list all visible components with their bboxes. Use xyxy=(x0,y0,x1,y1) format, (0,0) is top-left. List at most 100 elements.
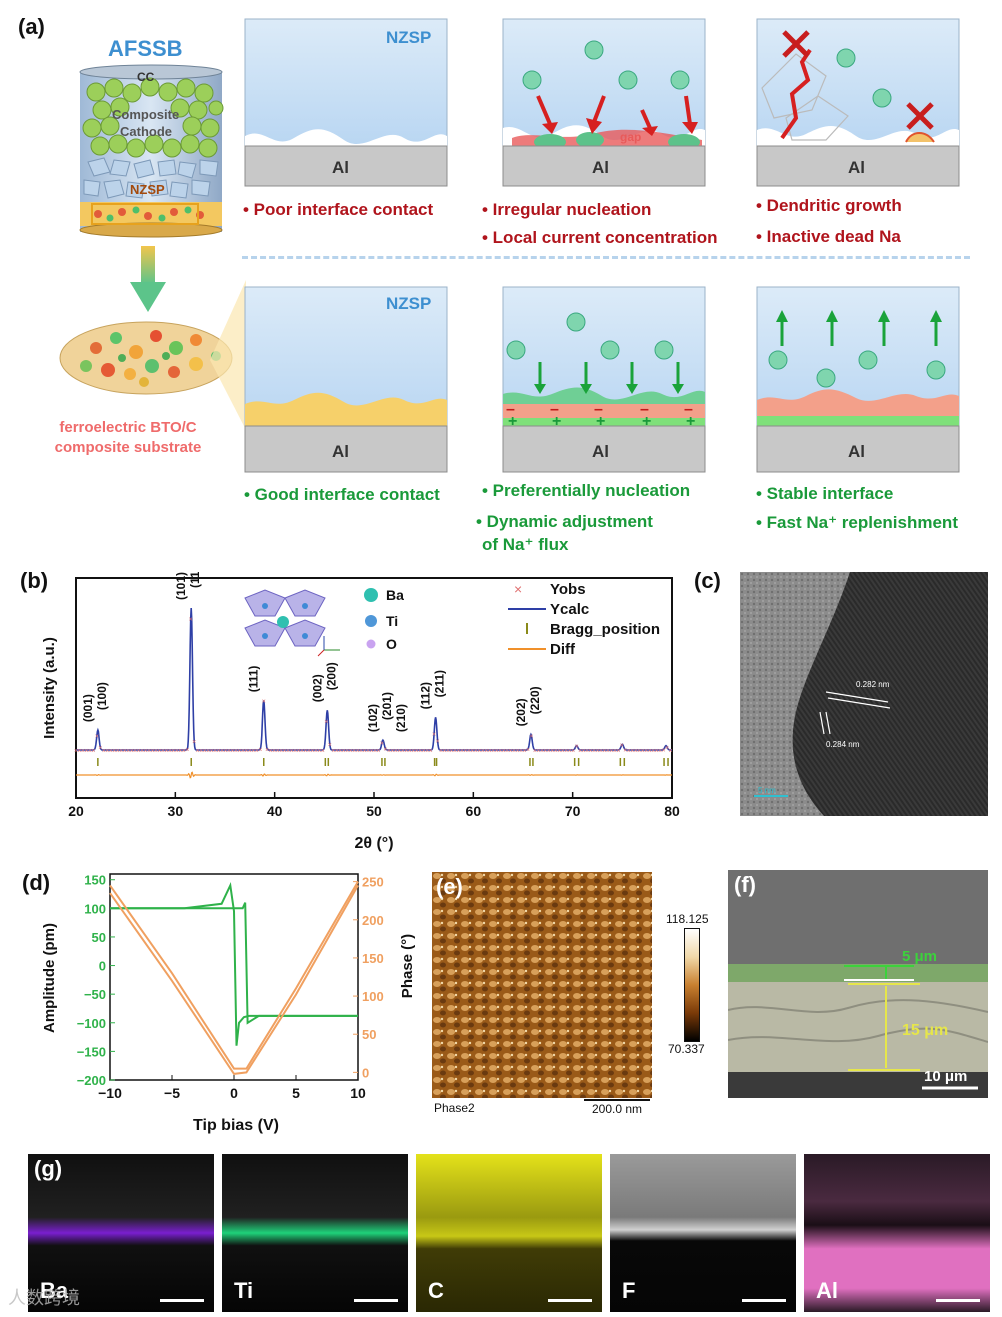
pfm-ytick-label: −200 xyxy=(77,1073,106,1088)
caption-dead-na: • Inactive dead Na xyxy=(756,227,901,246)
xrd-yobs-point: × xyxy=(449,748,453,755)
svg-text:+: + xyxy=(642,413,651,430)
xrd-yobs-point: × xyxy=(401,748,405,755)
battery-cylinder xyxy=(79,64,224,238)
afm-scale: 200.0 nm xyxy=(592,1102,643,1116)
xrd-yobs-point: × xyxy=(213,748,217,755)
xrd-yobs-point: × xyxy=(554,748,558,755)
xrd-yobs-point: × xyxy=(345,748,349,755)
xrd-yobs-point: × xyxy=(335,748,339,755)
xrd-yobs-point: × xyxy=(88,748,92,755)
caption-dendritic-growth: • Dendritic growth xyxy=(756,196,902,215)
xrd-yobs-point: × xyxy=(262,698,266,705)
xrd-yobs-point: × xyxy=(575,744,579,751)
xrd-yobs-point: × xyxy=(623,748,627,755)
xrd-yobs-point: × xyxy=(446,748,450,755)
xrd-yobs-point: × xyxy=(303,748,307,755)
xrd-yobs-point: × xyxy=(81,748,85,755)
pfm-ytick-label: 0 xyxy=(99,959,106,974)
svg-text:–: – xyxy=(550,401,559,418)
eds-map-ti: Ti xyxy=(222,1154,408,1312)
xrd-yobs-point: × xyxy=(143,748,147,755)
xrd-yobs-point: × xyxy=(265,747,269,754)
caption-dynamic-adjustment: • Dynamic adjustment xyxy=(476,512,653,531)
xrd-diff-line xyxy=(76,771,672,779)
xrd-yobs-point: × xyxy=(442,748,446,755)
cbar-min: 70.337 xyxy=(668,1042,705,1056)
xrd-yobs-point: × xyxy=(373,748,377,755)
caption-fast-replenishment: • Fast Na⁺ replenishment xyxy=(756,513,958,532)
xrd-yobs-point: × xyxy=(130,748,134,755)
xrd-yobs-point: × xyxy=(557,748,561,755)
xrd-peak-label: (202) xyxy=(514,698,528,726)
xrd-yobs-point: × xyxy=(359,748,363,755)
xrd-yobs-point: × xyxy=(595,748,599,755)
xrd-yobs-point: × xyxy=(356,748,360,755)
xrd-yobs-point: × xyxy=(602,748,606,755)
xrd-peak-label: (201) xyxy=(380,692,394,720)
xrd-yobs-point: × xyxy=(178,748,182,755)
xrd-yobs-point: × xyxy=(366,748,370,755)
pfm-xlabel: Tip bias (V) xyxy=(193,1117,279,1134)
pfm-ytick-label: −100 xyxy=(77,1016,106,1031)
xrd-yobs-point: × xyxy=(463,748,467,755)
xrd-yobs-point: × xyxy=(164,748,168,755)
xrd-yobs-point: × xyxy=(154,748,158,755)
xrd-yobs-point: × xyxy=(112,748,116,755)
substrate-caption-line2: composite substrate xyxy=(54,439,202,456)
xrd-yobs-point: × xyxy=(349,748,353,755)
schematic-bottom-2: – – – – – + + + + + xyxy=(502,286,706,473)
xrd-yobs-point: × xyxy=(105,748,109,755)
xrd-yobs-point: × xyxy=(578,748,582,755)
eds-map-f: F xyxy=(610,1154,796,1312)
svg-text:–: – xyxy=(684,401,693,418)
xrd-yobs-point: × xyxy=(307,748,311,755)
pfm-chart: −10 −5 0 5 10−200−150−100−500501001500501001… xyxy=(41,873,416,1134)
schematic-top-1 xyxy=(244,18,448,187)
layer-cc: CC xyxy=(137,70,155,84)
xrd-yobs-point: × xyxy=(171,748,175,755)
xrd-yobs-point: × xyxy=(425,748,429,755)
xrd-yobs-point: × xyxy=(321,748,325,755)
legend-ycalc: Ycalc xyxy=(550,601,589,618)
xrd-peak-label: (102) xyxy=(366,704,380,732)
xrd-legend: × Yobs Ycalc Bragg_position Diff xyxy=(508,581,660,658)
xrd-yobs-point: × xyxy=(147,748,151,755)
atom-o-marker xyxy=(366,639,376,649)
atom-ba-label: Ba xyxy=(386,587,404,603)
panel-b-label: (b) xyxy=(20,568,49,593)
xrd-xtick-label: 70 xyxy=(565,803,581,819)
xrd-yobs-point: × xyxy=(394,748,398,755)
eds-maps: (g) Ba Ti C F Al xyxy=(28,1154,990,1312)
xrd-yobs-point: × xyxy=(599,748,603,755)
xrd-yobs-point: × xyxy=(119,748,123,755)
xrd-yobs-point: × xyxy=(223,748,227,755)
atom-ti-marker xyxy=(365,615,377,627)
dashed-divider xyxy=(242,256,970,259)
pfm-ylabel-right: Phase (°) xyxy=(399,934,416,998)
xrd-yobs-point: × xyxy=(376,748,380,755)
eds-scale-bar xyxy=(742,1299,786,1302)
gap-label: gap xyxy=(620,130,642,144)
svg-text:+: + xyxy=(552,413,561,430)
schematic-bottom-3 xyxy=(756,286,960,473)
svg-text:–: – xyxy=(594,401,603,418)
xrd-yobs-point: × xyxy=(328,742,332,749)
watermark: 人数跨境 xyxy=(8,1288,80,1308)
layer-cathode: Cathode xyxy=(120,124,172,139)
pfm-series-phase xyxy=(109,881,359,1070)
xrd-yobs-point: × xyxy=(161,748,165,755)
xrd-yobs-point: × xyxy=(651,748,655,755)
xrd-yobs-point: × xyxy=(77,748,81,755)
xrd-yobs-point: × xyxy=(432,732,436,739)
xrd-yobs-point: × xyxy=(606,748,610,755)
xrd-yobs-point: × xyxy=(185,747,189,754)
xrd-peak-label: (200) xyxy=(324,662,338,690)
xrd-yobs-point: × xyxy=(314,748,318,755)
xrd-yobs-point: × xyxy=(387,748,391,755)
atom-ba-marker xyxy=(364,588,378,602)
xrd-chart: 20 30 40 50 60 70 80 × × × × × ××× × × × × × × × × × × × × × × × × ×… xyxy=(41,572,680,852)
nzsp-label-2: NZSP xyxy=(386,294,432,313)
atom-o-label: O xyxy=(386,636,397,652)
